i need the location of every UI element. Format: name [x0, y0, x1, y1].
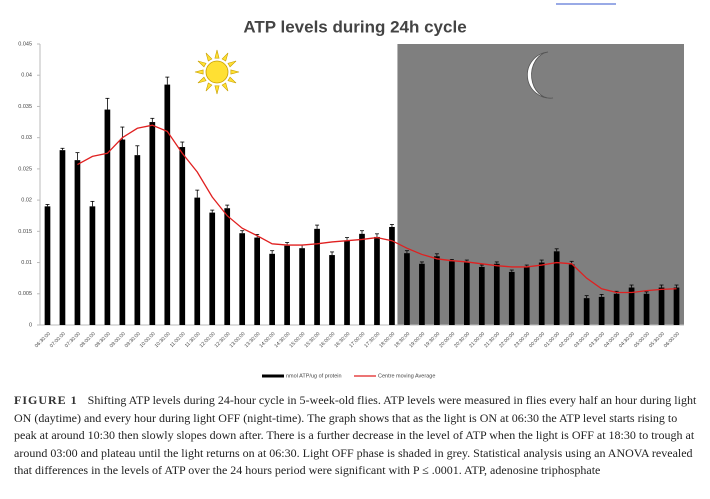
sun-ray: [227, 76, 237, 84]
bar: [419, 263, 425, 325]
bar: [598, 296, 605, 325]
y-tick-label: 0.025: [18, 166, 32, 172]
bar: [269, 253, 275, 325]
bar: [44, 206, 51, 325]
bar: [658, 287, 665, 325]
bar: [538, 262, 545, 325]
bar: [104, 109, 111, 325]
bar: [209, 212, 216, 325]
bar: [284, 245, 290, 325]
bar: [568, 264, 575, 325]
y-tick-label: 0.035: [18, 104, 32, 110]
bar: [119, 139, 126, 325]
sun-ray: [214, 85, 220, 95]
bar: [404, 253, 410, 325]
bar: [344, 240, 350, 325]
bar: [179, 147, 186, 325]
bar: [89, 206, 96, 325]
y-tick-label: 0.03: [21, 135, 32, 141]
bar: [194, 197, 201, 325]
sun-ray: [194, 69, 204, 75]
sun-ray: [230, 69, 240, 75]
bar: [314, 228, 320, 325]
y-tick-label: 0.045: [18, 41, 32, 47]
sun-ray: [205, 82, 213, 92]
y-tick-label: 0.01: [21, 260, 32, 266]
bar: [134, 155, 141, 325]
legend-label: Centre moving Average: [378, 373, 435, 379]
sun-ray: [221, 82, 229, 92]
bar: [613, 293, 620, 325]
sun-icon: [194, 49, 240, 95]
bar: [359, 233, 365, 325]
y-tick-label: 0: [29, 322, 32, 328]
sun-ray: [197, 60, 207, 68]
sun-ray: [197, 76, 207, 84]
moving-average-line: [77, 124, 677, 294]
sun-ray: [227, 60, 237, 68]
caption: FIGURE 1 Shifting ATP levels during 24-ho…: [14, 392, 698, 480]
bar: [523, 266, 530, 325]
chart: ATP levels during 24h cycle 0 0.005 0.01 0.…: [18, 3, 684, 379]
bar: [553, 251, 560, 325]
bar: [478, 266, 485, 325]
y-tick-label: 0.02: [21, 198, 32, 204]
bar: [149, 122, 156, 325]
legend-swatch: [262, 374, 284, 378]
legend-label: nmol ATP/ug of protein: [286, 373, 342, 379]
y-tick-label: 0.005: [18, 291, 32, 297]
y-tick-label: 0.04: [21, 73, 32, 79]
bar: [329, 255, 335, 325]
bar: [74, 160, 81, 325]
bar: [463, 262, 470, 325]
bar: [239, 233, 246, 325]
figure-label: FIGURE 1: [14, 393, 78, 407]
bar: [643, 293, 650, 325]
bar: [224, 208, 231, 325]
bar: [299, 248, 305, 325]
y-tick-label: 0.015: [18, 229, 32, 235]
sun-ray: [205, 52, 213, 62]
chart-title: ATP levels during 24h cycle: [243, 17, 466, 36]
x-tick-label: 06:00:00: [663, 331, 681, 349]
bar: [449, 261, 455, 325]
bar: [59, 150, 66, 325]
bar: [434, 256, 440, 325]
bar: [673, 287, 680, 325]
x-tick-label: 10:30:00: [154, 331, 172, 349]
bar: [493, 263, 500, 325]
bar: [583, 298, 590, 325]
bar: [254, 237, 261, 325]
bar: [389, 226, 395, 325]
sun-ray: [221, 52, 229, 62]
sun-ray: [214, 49, 220, 59]
sun-disc: [205, 60, 229, 84]
bar: [508, 271, 515, 325]
moon-icon: [526, 51, 554, 99]
bar: [164, 84, 171, 325]
bar: [628, 287, 635, 325]
bar: [374, 236, 380, 325]
caption-text: Shifting ATP levels during 24-hour cycle…: [14, 393, 697, 477]
